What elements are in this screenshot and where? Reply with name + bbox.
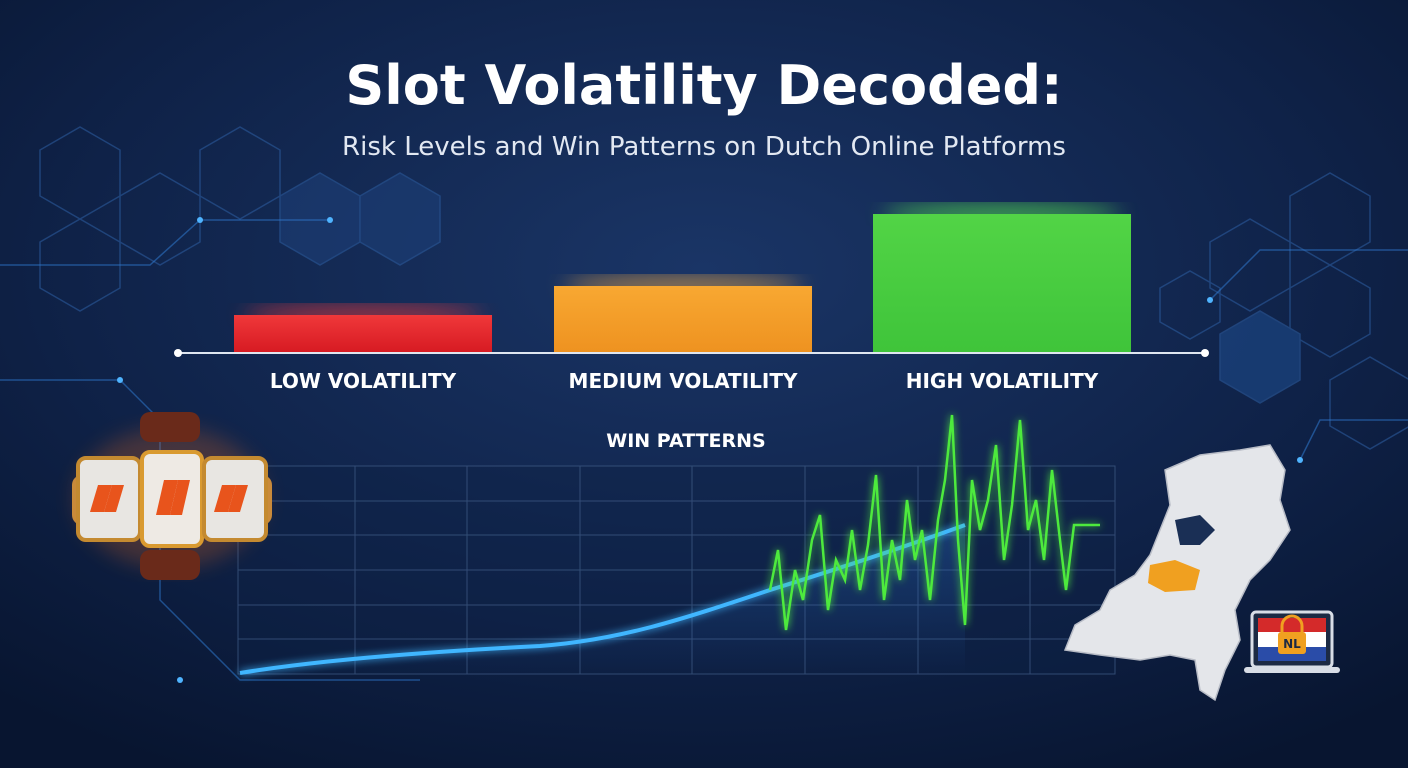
level-label: LOW VOLATILITY [270, 369, 457, 393]
low-bar [234, 315, 492, 353]
trend-area [240, 525, 965, 674]
medium-bar [554, 286, 812, 353]
baseline-end [174, 349, 182, 357]
circuit-dots [117, 217, 1303, 683]
trend-line [239, 523, 966, 675]
title: Slot Volatility Decoded: [345, 54, 1062, 117]
baseline-end [1201, 349, 1209, 357]
level-label: MEDIUM VOLATILITY [569, 369, 798, 393]
volatility-line [768, 414, 1100, 631]
hexagon-pattern [39, 126, 1408, 450]
laptop-icon: NL [1244, 610, 1340, 673]
level-label: HIGH VOLATILITY [906, 369, 1099, 393]
win-patterns-title: WIN PATTERNS [606, 430, 766, 452]
slot-machine-icon [72, 412, 272, 580]
high-bar [873, 214, 1131, 353]
subtitle: Risk Levels and Win Patterns on Dutch On… [342, 132, 1066, 162]
volatility-bars [174, 204, 1209, 357]
netherlands-map [1063, 444, 1291, 702]
badge-label: NL [1283, 637, 1301, 651]
